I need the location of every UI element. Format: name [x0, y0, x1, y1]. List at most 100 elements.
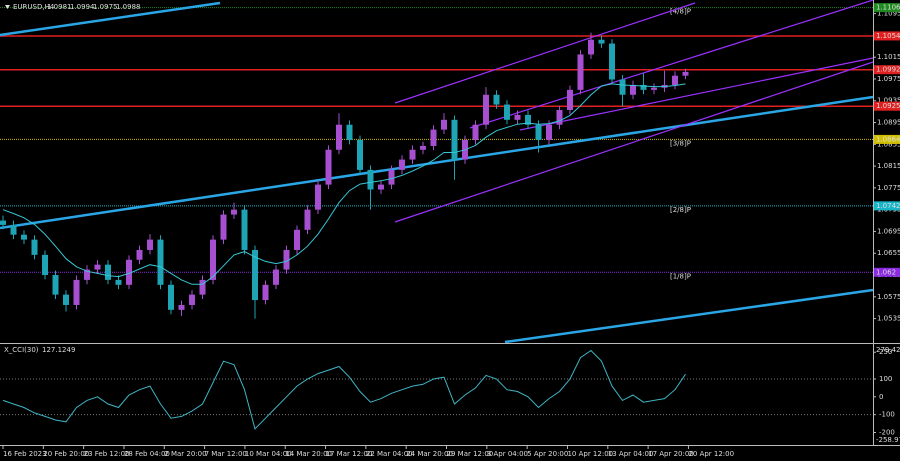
candle-body — [84, 269, 90, 280]
candle-body — [588, 39, 594, 55]
candle-body — [63, 294, 69, 305]
candle-body — [231, 209, 237, 215]
level-price-label: 1.1106 — [876, 4, 900, 12]
x-tick-label: 17 Mar 12:00 — [326, 450, 373, 458]
y-tick-label: 1.0815 — [877, 162, 900, 170]
open-value: 1.0981 — [47, 3, 72, 11]
candle-body — [577, 54, 584, 90]
candle-body — [451, 119, 458, 160]
y-tick-label: 1.0975 — [877, 75, 900, 83]
y-limit-label: 279.4203 — [876, 346, 900, 354]
trend-lines — [0, 0, 874, 344]
candle-body — [10, 224, 17, 235]
x-tick-label: 17 Apr 20:00 — [648, 450, 694, 458]
y-limit-label: -258.9797 — [876, 436, 900, 444]
candle-body — [136, 249, 143, 260]
candle-body — [367, 169, 374, 190]
candle-body — [126, 259, 132, 285]
candle-body — [472, 124, 479, 140]
y-tick-label: 1.0575 — [877, 293, 900, 301]
level-price-box — [874, 101, 900, 111]
level-price-label: 1.0864 — [876, 135, 900, 143]
candle-body — [346, 124, 353, 140]
x-tick-label: 7 Mar 12:00 — [205, 450, 247, 458]
channel-line — [519, 57, 874, 131]
axes: 1.10951.10551.10151.09751.09351.08951.08… — [2, 3, 900, 458]
x-tick-label: 20 Apr 12:00 — [688, 450, 734, 458]
indicator-value: 127.1249 — [42, 346, 75, 354]
x-tick-label: 22 Mar 04:00 — [366, 450, 413, 458]
candle-body — [619, 79, 626, 95]
candle-body — [94, 264, 101, 270]
candle-body — [409, 149, 416, 160]
x-tick-label: 14 Mar 20:00 — [285, 450, 332, 458]
y-tick-label: 1.0855 — [877, 140, 900, 148]
level-price-label: 1.0992 — [876, 66, 900, 74]
y-tick-label: 100 — [879, 375, 892, 383]
candle-body — [294, 229, 300, 250]
candle-body — [598, 39, 605, 44]
candle-body — [325, 149, 332, 185]
x-tick-label: 28 Feb 04:00 — [124, 450, 170, 458]
candle-body — [52, 275, 59, 295]
candle-body — [105, 264, 111, 280]
y-tick-label: 0 — [879, 393, 883, 401]
y-tick-label: 1.0895 — [877, 119, 900, 127]
level-price-box — [874, 3, 900, 13]
moving-average — [2, 83, 686, 285]
level-label: [2/8]P — [670, 206, 691, 214]
y-tick-label: 1.1095 — [877, 10, 900, 18]
candle-body — [199, 279, 206, 295]
candle-body — [535, 124, 542, 140]
channel-line — [469, 0, 874, 129]
level-price-box — [874, 267, 900, 277]
level-price-box — [874, 134, 900, 144]
candle-body — [273, 269, 279, 285]
x-tick-label: 16 Feb 2023 — [3, 450, 47, 458]
y-tick-label: 1.0655 — [877, 249, 900, 257]
candle-body — [304, 209, 311, 230]
level-label: [4/8]P — [670, 8, 691, 16]
x-tick-label: 10 Apr 12:00 — [567, 450, 613, 458]
candle-body — [283, 249, 290, 270]
candle-body — [252, 249, 258, 301]
candle-body — [609, 43, 615, 80]
y-tick-label: -100 — [879, 411, 895, 419]
channel-line — [394, 2, 696, 104]
trend-line — [0, 95, 874, 230]
candle-body — [651, 87, 657, 90]
x-tick-label: 29 Mar 12:00 — [447, 450, 494, 458]
x-tick-label: 24 Mar 20:00 — [406, 450, 453, 458]
candle-body — [336, 124, 342, 150]
y-tick-label: -200 — [879, 428, 895, 436]
x-tick-label: 20 Feb 20:00 — [43, 450, 89, 458]
y-tick-label: 1.0775 — [877, 184, 900, 192]
candle-body — [525, 114, 531, 125]
level-price-box — [874, 201, 900, 211]
marks — [0, 32, 689, 430]
x-tick-label: 3 Apr 04:00 — [487, 450, 528, 458]
candle-body — [147, 239, 153, 250]
candle-body — [73, 279, 80, 305]
trend-line — [0, 1, 221, 37]
candle-body — [210, 239, 216, 280]
y-tick-label: 1.0535 — [877, 315, 900, 323]
candle-body — [483, 94, 489, 125]
channel-line — [394, 61, 874, 223]
candle-body — [115, 279, 122, 285]
candle-body — [220, 214, 227, 240]
level-price-label: 1.0742 — [876, 202, 900, 210]
candle-body — [682, 71, 689, 76]
indicator-title: X_CCI(30) — [4, 346, 39, 354]
trend-line — [504, 288, 874, 344]
candle-body — [378, 184, 384, 190]
x-tick-label: 23 Feb 12:00 — [84, 450, 130, 458]
x-tick-label: 5 Apr 20:00 — [527, 450, 568, 458]
candle-body — [567, 89, 573, 111]
y-tick-label: 1.0695 — [877, 227, 900, 235]
candle-body — [672, 75, 678, 85]
high-value: 1.0994 — [70, 3, 95, 11]
candle-body — [241, 209, 248, 250]
